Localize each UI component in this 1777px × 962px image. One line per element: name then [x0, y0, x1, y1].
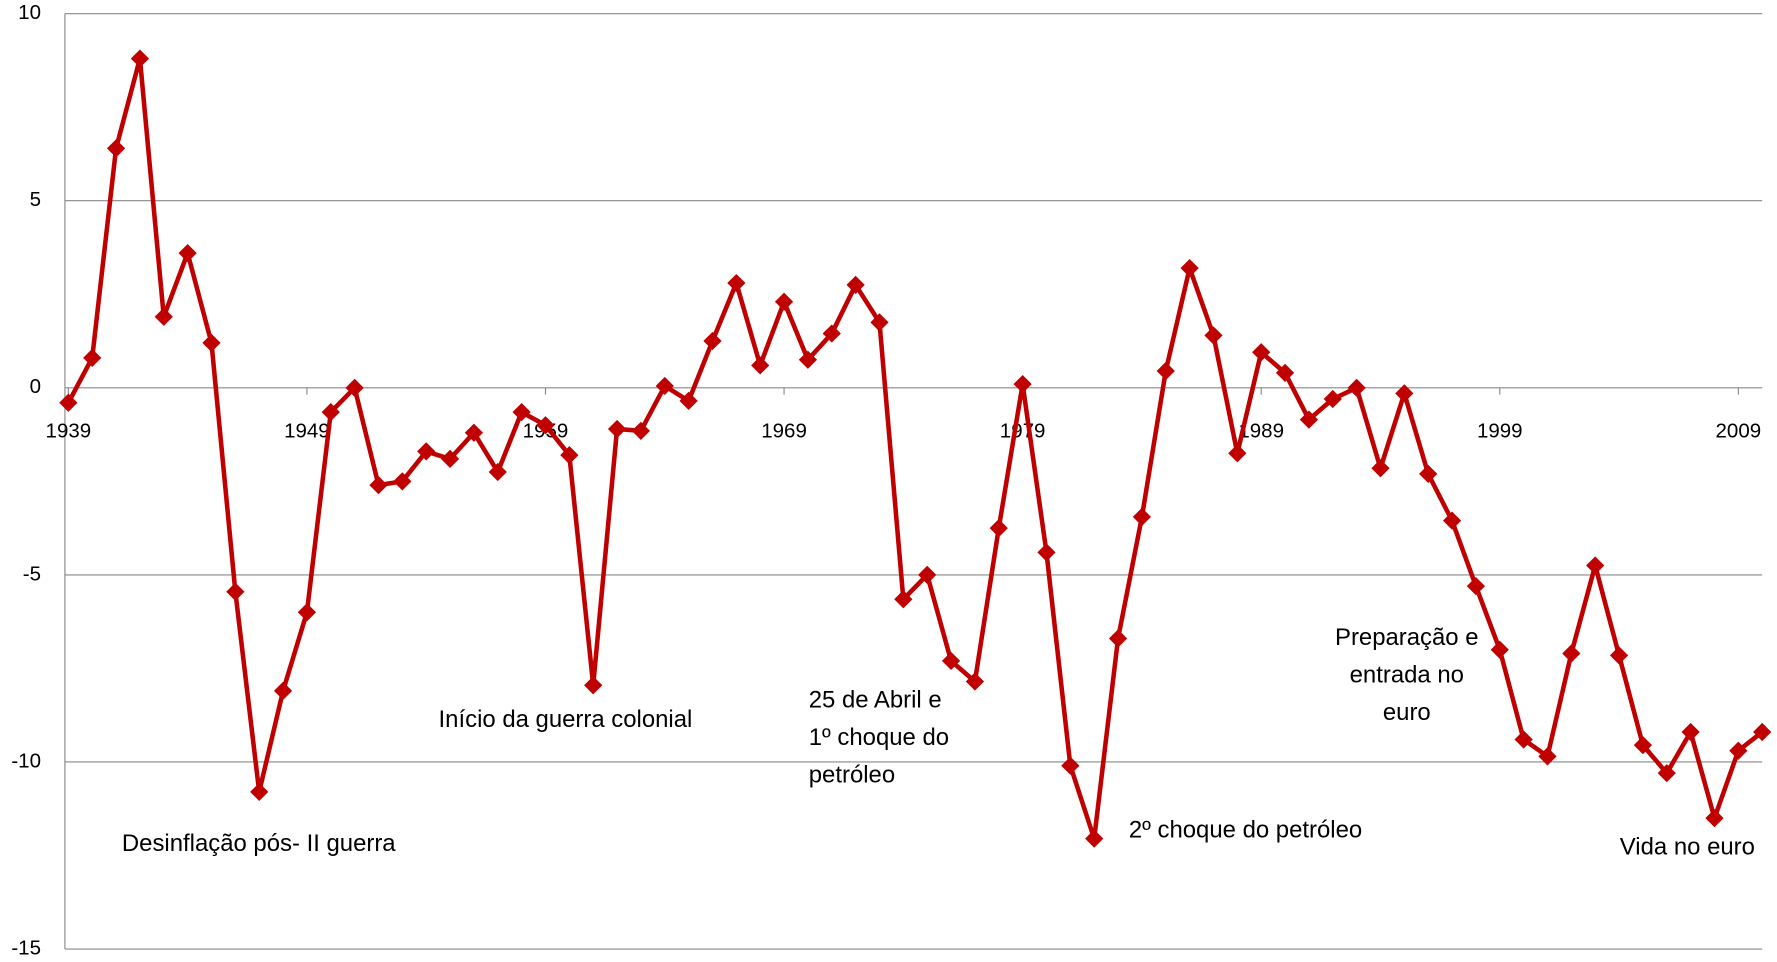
- marker: [1299, 410, 1319, 429]
- x-tick-label: 2009: [1716, 420, 1762, 443]
- marker: [1466, 576, 1486, 596]
- marker: [1586, 556, 1605, 575]
- annotation: entrada no: [1350, 661, 1464, 688]
- y-tick-label: 0: [30, 375, 41, 398]
- marker: [941, 651, 961, 671]
- marker: [202, 333, 221, 353]
- x-tick-label: 1949: [284, 420, 330, 443]
- marker: [1681, 722, 1700, 742]
- marker: [1395, 384, 1414, 403]
- marker: [1371, 459, 1390, 478]
- marker: [846, 275, 865, 295]
- marker: [584, 676, 603, 695]
- marker: [1490, 640, 1509, 659]
- marker: [1156, 361, 1175, 381]
- marker: [1204, 326, 1223, 345]
- marker: [464, 423, 484, 442]
- x-tick-label: 1939: [46, 420, 92, 443]
- y-tick-label: -5: [23, 562, 41, 585]
- y-tick-label: 10: [18, 1, 41, 24]
- marker: [1419, 464, 1438, 483]
- marker: [1180, 258, 1199, 278]
- marker: [297, 603, 317, 622]
- marker: [273, 681, 293, 700]
- x-tick-label: 1979: [1000, 420, 1046, 443]
- annotation: Desinflação pós- II guerra: [122, 830, 396, 857]
- marker: [106, 139, 126, 158]
- marker: [226, 582, 245, 601]
- marker: [894, 590, 913, 609]
- x-tick-label: 1969: [761, 420, 807, 443]
- marker: [536, 416, 555, 435]
- annotation: Preparação e: [1335, 624, 1479, 651]
- annotation: 1º choque do: [809, 724, 949, 751]
- marker: [1252, 343, 1271, 362]
- marker: [703, 331, 722, 351]
- marker: [1753, 722, 1772, 742]
- annotation: Início da guerra colonial: [439, 706, 693, 733]
- marker: [1538, 747, 1557, 766]
- marker: [154, 307, 173, 326]
- marker: [83, 348, 102, 367]
- x-tick-label: 1999: [1477, 420, 1523, 443]
- annotation: 25 de Abril e: [809, 686, 942, 713]
- annotation: 2º choque do petróleo: [1129, 816, 1362, 843]
- marker: [727, 273, 746, 293]
- marker: [1562, 644, 1581, 663]
- annotation: petróleo: [809, 762, 895, 789]
- marker: [1347, 378, 1366, 397]
- marker: [1013, 374, 1032, 394]
- marker: [250, 782, 269, 801]
- marker: [1609, 646, 1629, 665]
- marker: [1132, 507, 1152, 527]
- marker: [989, 519, 1008, 538]
- marker: [393, 472, 412, 491]
- marker: [918, 565, 937, 584]
- marker: [1228, 444, 1247, 463]
- marker: [607, 419, 627, 439]
- marker: [751, 356, 770, 375]
- annotation: euro: [1383, 699, 1431, 726]
- line: [66, 56, 1764, 841]
- x-tick-label: 1989: [1238, 420, 1284, 443]
- marker: [512, 403, 531, 422]
- marker: [1085, 829, 1104, 848]
- marker: [631, 421, 651, 440]
- marker: [1442, 511, 1462, 530]
- marker: [59, 393, 78, 412]
- marker: [1323, 389, 1342, 409]
- marker: [178, 244, 197, 263]
- marker: [440, 449, 460, 469]
- marker: [1037, 543, 1056, 562]
- marker: [774, 292, 794, 311]
- y-tick-label: 5: [30, 188, 41, 211]
- y-tick-label: -15: [11, 936, 41, 957]
- annotation: Vida no euro: [1620, 833, 1755, 860]
- marker: [369, 475, 388, 495]
- marker: [130, 49, 150, 68]
- marker: [1061, 756, 1080, 775]
- marker: [1108, 629, 1128, 648]
- y-tick-label: -10: [11, 749, 41, 772]
- marker: [822, 324, 841, 343]
- marker: [1657, 764, 1676, 783]
- marker: [1705, 808, 1724, 828]
